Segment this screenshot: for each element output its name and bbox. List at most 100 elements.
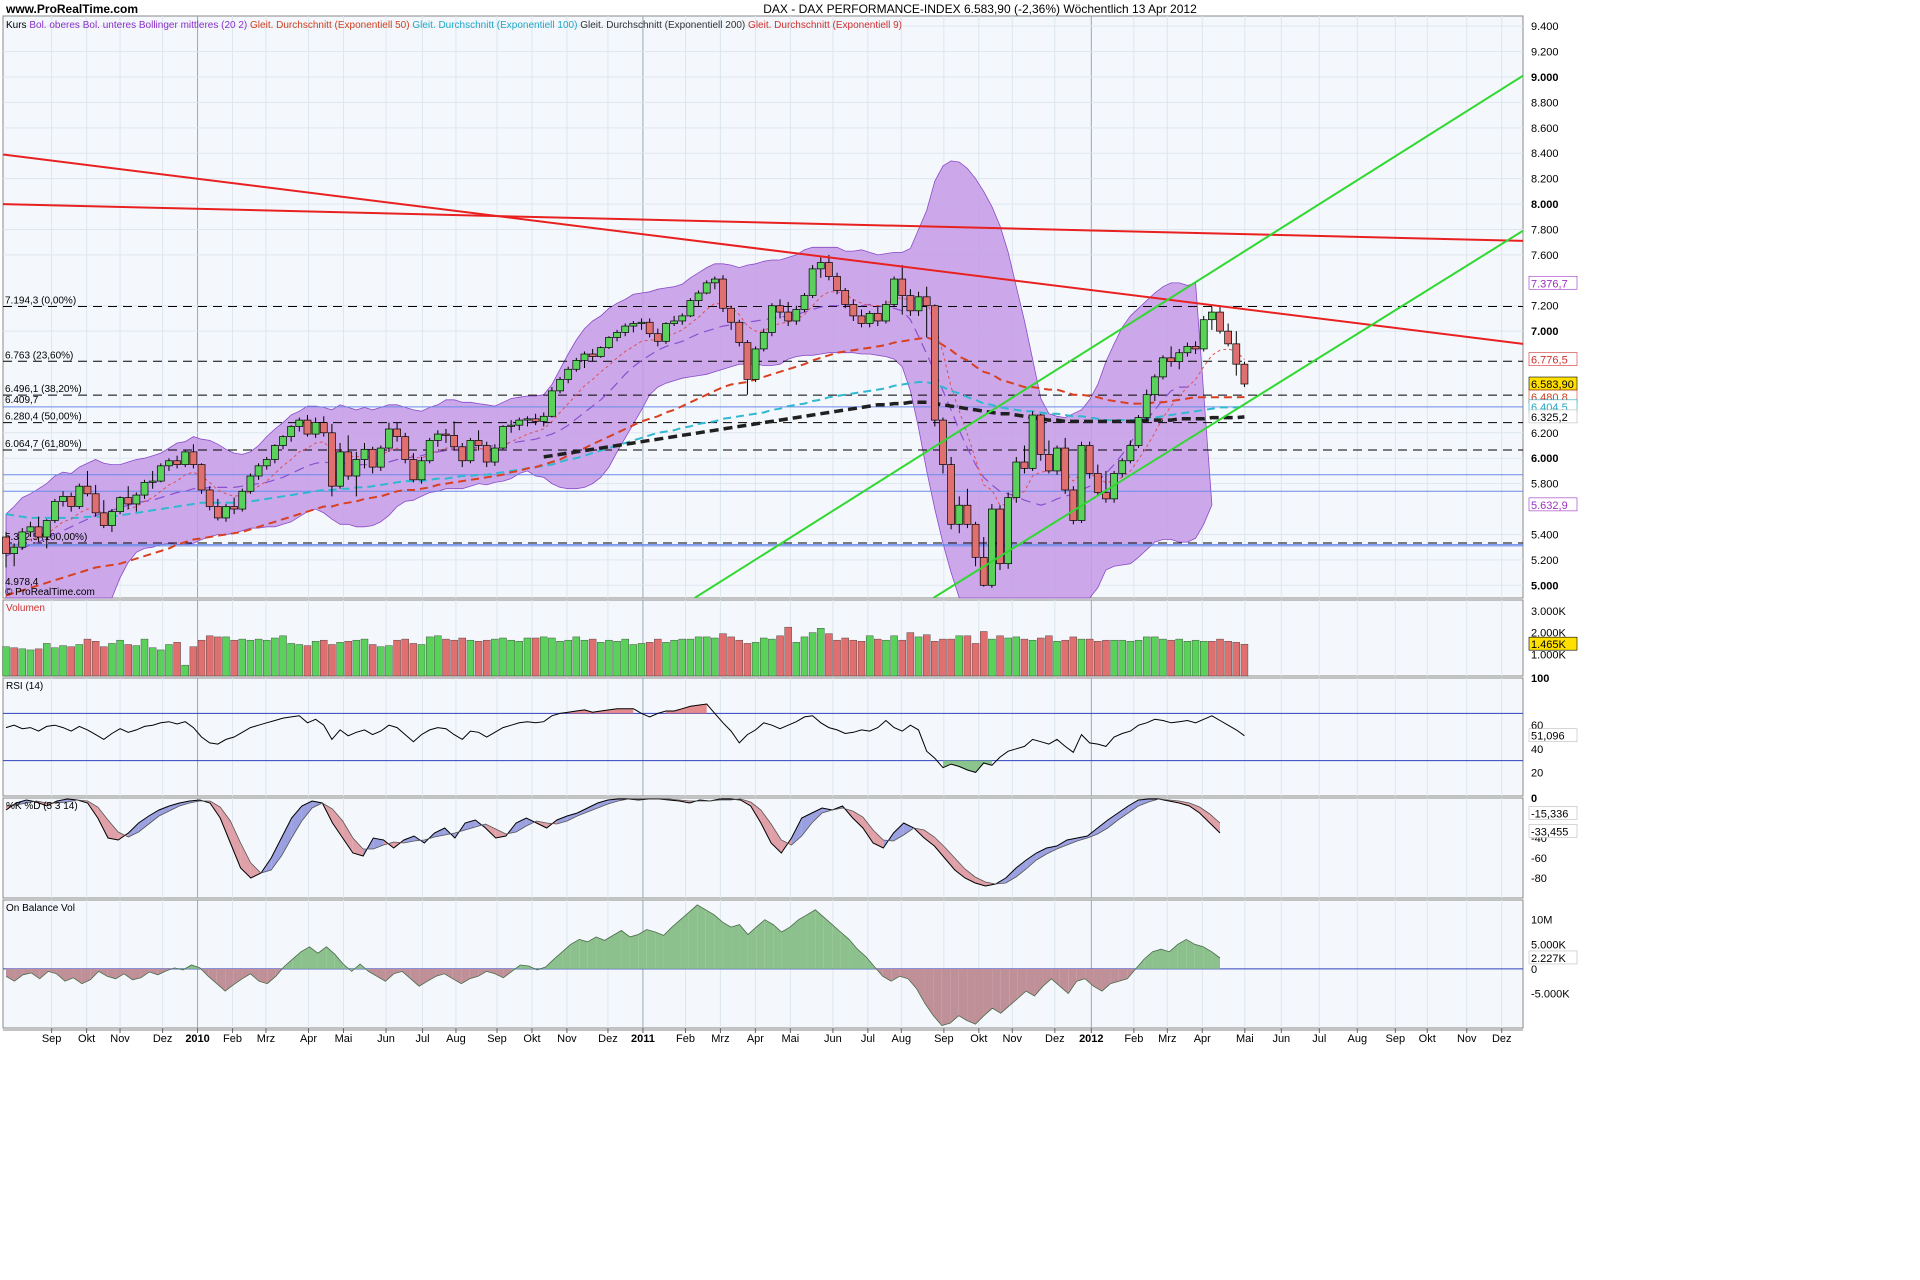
stoch-fill — [1107, 813, 1118, 828]
volume-bar — [751, 642, 760, 677]
volume-bar — [841, 637, 849, 677]
candle-body — [1028, 414, 1037, 469]
rsi-y-tick: 100 — [1531, 673, 1549, 685]
stoch-fill — [893, 823, 904, 841]
candle-body — [865, 313, 874, 324]
obv-fill — [891, 968, 900, 982]
stoch-fill — [944, 847, 955, 870]
candle-body — [1183, 346, 1192, 354]
candle-body — [613, 332, 621, 338]
price-y-tick: 7.600 — [1531, 250, 1559, 262]
volume-bar — [882, 639, 890, 677]
candle-body — [841, 290, 850, 305]
obv-fill — [613, 930, 622, 969]
stoch-y-tick: -80 — [1531, 873, 1547, 885]
volume-bar — [784, 626, 792, 677]
volume-bar — [776, 635, 784, 677]
candle-body — [1093, 473, 1102, 493]
stoch-fill — [516, 818, 527, 832]
candle-body — [442, 433, 450, 436]
stoch-fill — [924, 830, 935, 846]
volume-bar — [637, 643, 646, 677]
volume-bar — [148, 647, 157, 677]
candle-body — [1053, 447, 1061, 472]
candle-body — [10, 546, 18, 554]
obv-fill — [1203, 946, 1212, 969]
volume-bar — [760, 637, 768, 677]
stoch-fill — [1015, 860, 1027, 877]
volume-bar — [425, 636, 434, 677]
x-axis-label: 2010 — [185, 1033, 209, 1045]
obv-fill — [157, 968, 167, 975]
obv-fill — [756, 919, 765, 969]
obv-fill — [815, 909, 824, 969]
x-axis-label: Dez — [598, 1033, 618, 1045]
stoch-fill — [526, 818, 537, 826]
volume-bar — [67, 646, 75, 677]
volume-bar — [825, 633, 833, 677]
x-axis-label: Dez — [153, 1033, 173, 1045]
obv-fill — [393, 968, 403, 974]
candle-body — [963, 504, 972, 525]
candle-body — [466, 440, 475, 462]
obv-fill — [1085, 968, 1094, 987]
candle-body — [1240, 363, 1249, 385]
volume-bar — [988, 638, 996, 677]
candle-body — [1045, 454, 1053, 472]
price-value-badge-box — [1528, 409, 1578, 424]
candle-body — [719, 278, 727, 309]
stoch-title: %K %D (5 3 14) — [6, 801, 78, 812]
copyright-label: © ProRealTime.com — [5, 587, 95, 598]
obv-fill — [402, 968, 411, 979]
candle-body — [1224, 330, 1232, 345]
ema9-line — [5, 291, 1245, 548]
volume-bar — [996, 635, 1004, 677]
obv-fill — [115, 968, 125, 979]
stoch-fill — [760, 810, 772, 843]
candle-body — [205, 489, 214, 507]
stoch-fill — [750, 802, 761, 823]
rsi-badge: 51,096 — [1531, 731, 1565, 743]
stoch-fill — [556, 816, 568, 824]
stoch-fill — [332, 809, 343, 838]
volume-bar — [1232, 642, 1240, 677]
volume-bar — [654, 638, 662, 677]
candle-body — [629, 323, 638, 327]
candle-body — [1216, 311, 1224, 332]
stoch-fill — [169, 803, 180, 811]
stoch-fill — [250, 863, 262, 878]
candle-body — [800, 295, 809, 310]
obv-fill — [553, 951, 563, 969]
volume-bar — [1151, 636, 1159, 677]
volume-bar — [857, 641, 866, 677]
obv-fill — [1177, 939, 1187, 969]
candle-body — [499, 426, 507, 449]
candle-body — [637, 321, 646, 324]
obv-fill — [832, 924, 841, 969]
stoch-fill — [862, 817, 874, 843]
obv-fill — [1211, 951, 1220, 969]
obv-fill — [65, 968, 74, 982]
obv-fill — [368, 968, 377, 977]
candle-body — [42, 520, 51, 538]
obv-fill — [562, 944, 571, 969]
candle-body — [531, 418, 540, 422]
obv-fill — [688, 904, 698, 969]
candle-body — [491, 447, 499, 463]
legend-boll_mid: Bollinger mittleres (20 2) — [139, 20, 250, 31]
obv-fill — [469, 968, 479, 979]
stoch-fill — [577, 808, 588, 816]
volume-bar — [344, 641, 352, 677]
x-axis-label: Jun — [1272, 1033, 1290, 1045]
site-label: www.ProRealTime.com — [5, 2, 138, 16]
candle-body — [556, 379, 564, 392]
rsi-line — [5, 703, 1245, 773]
volume-bar — [303, 645, 312, 677]
price-value-badge-box — [1528, 352, 1578, 366]
obv-fill — [1186, 939, 1195, 969]
candle-body — [922, 296, 931, 307]
candle-body — [83, 485, 92, 495]
stoch-panel-frame — [2, 797, 1524, 899]
obv-fill — [587, 936, 597, 969]
